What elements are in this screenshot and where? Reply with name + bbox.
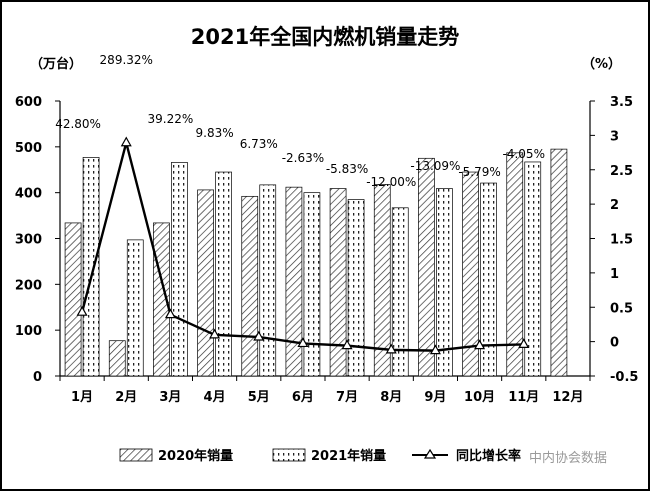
left-tick-label: 600	[15, 95, 42, 110]
left-axis-unit: （万台）	[30, 56, 82, 72]
bar-2020	[285, 186, 303, 377]
growth-line	[76, 136, 530, 355]
growth-data-label: -5.79%	[458, 165, 500, 179]
bar-2021	[524, 161, 542, 377]
legend-label-growth: 同比增长率	[456, 448, 521, 464]
bar-2021	[391, 207, 409, 377]
bar-2021	[126, 239, 144, 377]
watermark: 中内协会数据	[529, 450, 607, 466]
x-tick-label: 12月	[552, 390, 583, 405]
growth-data-label: -4.05%	[503, 147, 545, 161]
right-tick-label: 2.5	[610, 164, 633, 179]
x-tick-label: 5月	[248, 390, 270, 405]
left-tick-label: 500	[15, 141, 42, 156]
growth-line-marker	[120, 136, 132, 147]
bar-2020	[506, 152, 524, 377]
growth-data-label: -12.00%	[366, 175, 416, 189]
left-tick-label: 200	[15, 278, 42, 293]
left-tick-label: 100	[15, 324, 42, 339]
bar-2021	[303, 192, 321, 377]
bar-2020	[108, 340, 126, 377]
growth-line-marker	[253, 330, 265, 341]
legend-label-2021: 2021年销量	[311, 448, 386, 464]
growth-line-marker	[429, 344, 441, 355]
bar-2021	[82, 157, 100, 377]
right-tick-label: 1	[610, 267, 619, 282]
right-tick-label: 0	[610, 336, 619, 351]
data-labels: 42.80% 289.32% 39.22%9.83% 6.73% -2.63%-5.83…	[55, 53, 545, 189]
growth-line-marker	[385, 343, 397, 354]
left-tick-label: 300	[15, 233, 42, 248]
right-tick-label: 3	[610, 129, 619, 144]
growth-line-marker	[209, 328, 221, 339]
bar-2021	[171, 162, 188, 377]
bar-2021	[347, 199, 365, 377]
x-tick-label: 10月	[464, 390, 495, 405]
right-tick-label: -0.5	[610, 370, 638, 385]
growth-data-label: 289.32%	[100, 53, 153, 67]
growth-data-label: 39.22%	[148, 112, 194, 126]
bar-2020	[462, 171, 479, 377]
bar-2020	[550, 148, 568, 377]
growth-data-label: 42.80%	[55, 117, 101, 131]
legend-swatch-2021	[272, 448, 306, 462]
right-tick-label: 2	[610, 198, 619, 213]
x-tick-label: 8月	[380, 390, 402, 405]
bars	[64, 148, 568, 377]
left-tick-label: 400	[15, 187, 42, 202]
growth-line-marker	[341, 339, 353, 350]
right-tick-label: 0.5	[610, 301, 633, 316]
growth-line-marker	[76, 305, 88, 316]
right-axis-unit: （%）	[582, 56, 621, 72]
right-tick-label: 3.5	[610, 95, 633, 110]
legend: 2020年销量 2021年销量 同比增长率	[119, 448, 521, 464]
legend-label-2020: 2020年销量	[158, 448, 233, 464]
x-tick-label: 7月	[336, 390, 358, 405]
growth-line-marker	[164, 308, 176, 319]
bar-2020	[329, 188, 347, 377]
left-tick-label: 0	[33, 370, 42, 385]
x-tick-label: 11月	[508, 390, 539, 405]
x-tick-label: 4月	[204, 390, 226, 405]
x-tick-label: 9月	[424, 390, 446, 405]
x-tick-label: 3月	[159, 390, 181, 405]
growth-line-marker	[297, 337, 309, 348]
axes: 0 100 200 300 400 500 600 -0.5 0 0.5 1 1.5 2 2.5 3 3.5 1…	[15, 95, 639, 405]
bar-2021	[436, 188, 453, 377]
bar-2021	[480, 182, 497, 377]
bar-2020	[64, 222, 82, 377]
bar-2020	[418, 157, 435, 377]
bar-2021	[215, 171, 232, 377]
x-tick-label: 2月	[115, 390, 137, 405]
growth-data-label: -5.83%	[326, 162, 368, 176]
chart-title: 2021年全国内燃机销量走势	[191, 25, 459, 49]
growth-line-marker	[474, 339, 486, 350]
growth-data-label: -13.09%	[410, 159, 460, 173]
bar-2020	[373, 184, 391, 377]
x-tick-label: 1月	[71, 390, 93, 405]
growth-line-marker	[518, 338, 530, 349]
bar-2020	[241, 195, 259, 377]
right-tick-label: 1.5	[610, 233, 633, 248]
bar-2021	[259, 184, 277, 377]
x-tick-label: 6月	[292, 390, 314, 405]
legend-swatch-2020	[119, 448, 153, 462]
growth-data-label: 9.83%	[196, 126, 234, 140]
legend-marker-growth	[423, 448, 437, 459]
growth-data-label: 6.73%	[240, 137, 278, 151]
growth-data-label: -2.63%	[282, 151, 324, 165]
bar-2020	[197, 189, 214, 377]
